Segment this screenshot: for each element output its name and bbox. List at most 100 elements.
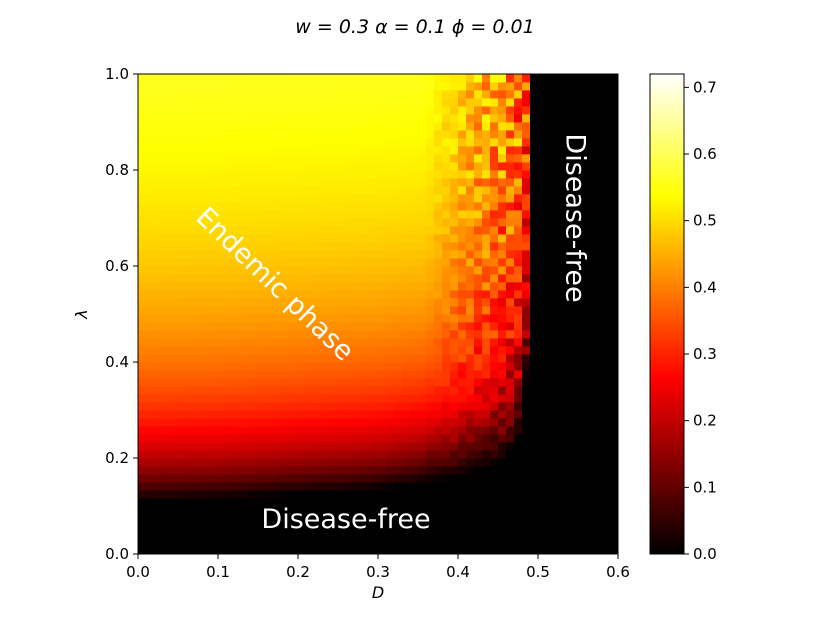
heatmap-cell (274, 154, 283, 163)
heatmap-cell (570, 418, 579, 427)
heatmap-cell (426, 282, 435, 291)
heatmap-cell (146, 186, 155, 195)
heatmap-cell (490, 106, 499, 115)
heatmap-cell (322, 274, 331, 283)
heatmap-cell (450, 106, 459, 115)
heatmap-cell (578, 82, 587, 91)
heatmap-cell (170, 130, 179, 139)
heatmap-cell (178, 402, 187, 411)
heatmap-cell (242, 258, 251, 267)
heatmap-cell (226, 530, 235, 539)
heatmap-cell (194, 138, 203, 147)
heatmap-cell (458, 482, 467, 491)
heatmap-cell (586, 490, 595, 499)
heatmap-cell (330, 202, 339, 211)
heatmap-cell (354, 346, 363, 355)
heatmap-cell (210, 474, 219, 483)
heatmap-cell (234, 130, 243, 139)
heatmap-cell (346, 530, 355, 539)
heatmap-cell (218, 466, 227, 475)
heatmap-cell (458, 82, 467, 91)
heatmap-cell (586, 378, 595, 387)
heatmap-cell (138, 450, 147, 459)
heatmap-cell (610, 546, 619, 555)
heatmap-cell (594, 362, 603, 371)
heatmap-cell (218, 74, 227, 83)
heatmap-cell (610, 426, 619, 435)
heatmap-cell (242, 354, 251, 363)
heatmap-cell (418, 138, 427, 147)
heatmap-cell (242, 202, 251, 211)
heatmap-cell (410, 474, 419, 483)
heatmap-cell (530, 426, 539, 435)
heatmap-cell (138, 338, 147, 347)
heatmap-cell (490, 450, 499, 459)
heatmap-cell (594, 106, 603, 115)
heatmap-cell (570, 242, 579, 251)
heatmap-cell (458, 402, 467, 411)
heatmap-cell (314, 138, 323, 147)
heatmap-cell (330, 402, 339, 411)
heatmap-cell (586, 418, 595, 427)
phase-annotation: Disease-free (560, 133, 591, 302)
heatmap-cell (610, 258, 619, 267)
heatmap-cell (530, 362, 539, 371)
heatmap-cell (322, 410, 331, 419)
heatmap-cell (210, 378, 219, 387)
heatmap-cell (362, 370, 371, 379)
heatmap-cell (482, 122, 491, 131)
heatmap-cell (226, 282, 235, 291)
heatmap-cell (410, 450, 419, 459)
heatmap-cell (426, 122, 435, 131)
heatmap-cell (290, 434, 299, 443)
heatmap-cell (178, 386, 187, 395)
heatmap-cell (402, 170, 411, 179)
heatmap-cell (258, 498, 267, 507)
heatmap-cell (242, 522, 251, 531)
heatmap-cell (586, 522, 595, 531)
heatmap-cell (298, 418, 307, 427)
heatmap-cell (330, 146, 339, 155)
heatmap-cell (434, 170, 443, 179)
heatmap-cell (378, 234, 387, 243)
heatmap-cell (258, 322, 267, 331)
heatmap-cell (394, 250, 403, 259)
heatmap-cell (466, 234, 475, 243)
heatmap-cell (482, 258, 491, 267)
heatmap-cell (482, 290, 491, 299)
x-axis-label: D (372, 583, 384, 602)
heatmap-cell (602, 114, 611, 123)
heatmap-cell (258, 402, 267, 411)
heatmap-cell (154, 298, 163, 307)
heatmap-cell (290, 490, 299, 499)
heatmap-cell (554, 546, 563, 555)
heatmap-cell (466, 218, 475, 227)
heatmap-cell (258, 386, 267, 395)
heatmap-cell (274, 218, 283, 227)
heatmap-cell (314, 82, 323, 91)
heatmap-cell (330, 274, 339, 283)
heatmap-cell (554, 530, 563, 539)
heatmap-cell (370, 506, 379, 515)
heatmap-cell (538, 490, 547, 499)
heatmap-cell (522, 450, 531, 459)
heatmap-cell (306, 138, 315, 147)
heatmap-cell (338, 434, 347, 443)
heatmap-cell (154, 242, 163, 251)
heatmap-cell (322, 250, 331, 259)
heatmap-cell (386, 482, 395, 491)
heatmap-cell (242, 506, 251, 515)
heatmap-cell (546, 386, 555, 395)
heatmap-cell (194, 466, 203, 475)
heatmap-cell (586, 74, 595, 83)
heatmap-cell (322, 378, 331, 387)
heatmap-cell (314, 282, 323, 291)
heatmap-cell (394, 298, 403, 307)
heatmap-cell (402, 98, 411, 107)
heatmap-cell (554, 330, 563, 339)
heatmap-cell (362, 290, 371, 299)
heatmap-cell (498, 194, 507, 203)
heatmap-cell (498, 250, 507, 259)
heatmap-cell (498, 546, 507, 555)
heatmap-cell (586, 218, 595, 227)
